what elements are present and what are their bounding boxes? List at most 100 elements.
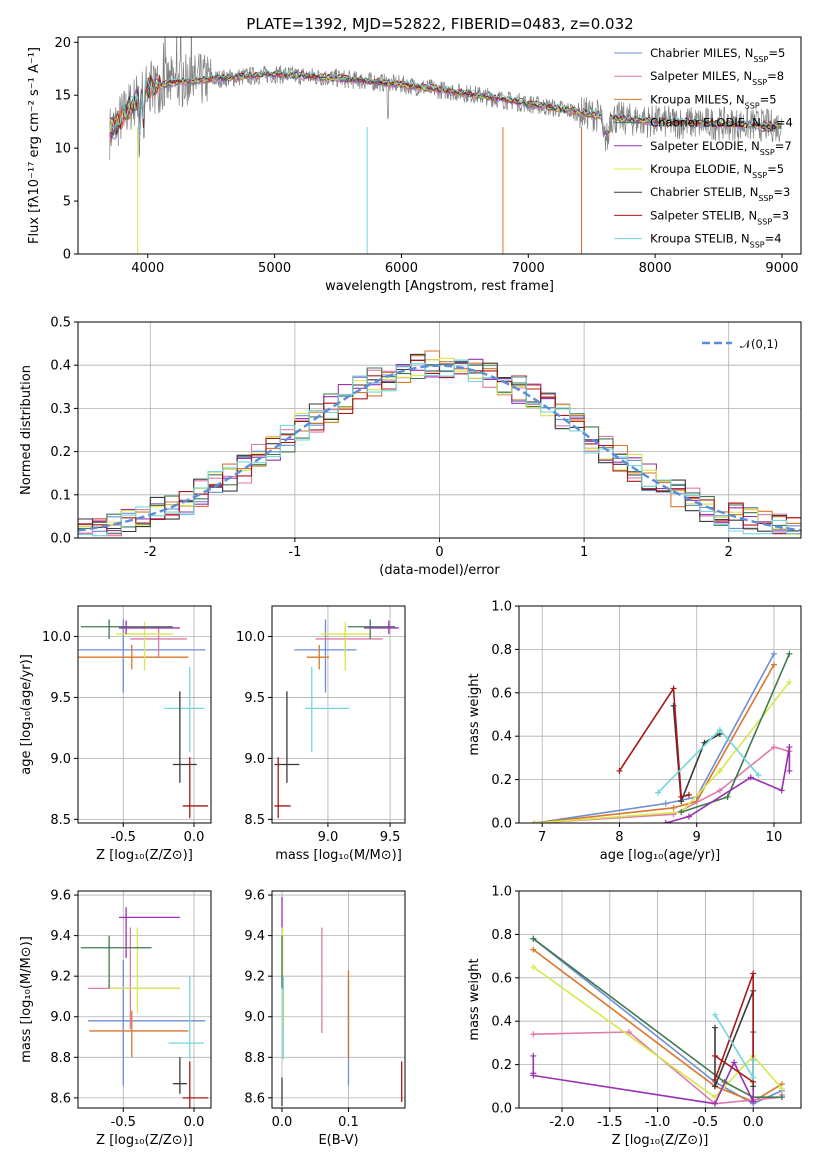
residuals-xtick-label: 0	[435, 545, 443, 560]
weights-vs-z-xtick-label: -1.5	[597, 1115, 622, 1130]
spectrum-panel: 4000 5000 6000 7000 8000 9000 0 5 10 15 20 waveleng…	[27, 36, 802, 294]
spectrum-xtick-label: 9000	[765, 261, 798, 276]
ebv-vs-mass-plot-area	[281, 897, 403, 1106]
weights-vs-z-series-line	[532, 948, 783, 1103]
ebv-vs-mass-ytick-label: 8.6	[244, 1091, 265, 1106]
weights-vs-age-xtick-label: 8	[615, 830, 623, 845]
weights-vs-z-ytick-label: 0.6	[491, 971, 512, 986]
z-vs-age-plot-area	[78, 619, 209, 819]
spectrum-legend-label: Chabrier STELIB, NSSP=3	[650, 185, 790, 203]
residuals-ytick-label: 0.2	[50, 445, 71, 460]
residuals-xlabel: (data-model)/error	[379, 563, 500, 578]
residuals-ytick-label: 0.1	[50, 488, 71, 503]
ebv-vs-mass-ytick-label: 9.4	[244, 929, 265, 944]
weights-vs-age-ytick-label: 0.4	[491, 730, 512, 745]
z-vs-mass-ytick-label: 9.4	[50, 929, 71, 944]
z-vs-mass-panel: -0.5 0.0 8.6 8.8 9.0 9.2 9.4 9.6 Z [log₁₀(Z/Z⊙)]…	[19, 889, 212, 1148]
weights-vs-z-point-marker	[625, 1029, 632, 1036]
weights-vs-age-point-marker	[678, 809, 685, 816]
z-vs-age-ytick-label: 8.5	[50, 813, 71, 828]
weights-vs-z-point-marker	[711, 1011, 718, 1018]
residuals-histogram-step	[78, 353, 801, 533]
mass-vs-age-xtick-label: 9.0	[318, 830, 339, 845]
weights-vs-age-point-marker	[716, 726, 723, 733]
z-vs-age-xtick-label: -0.5	[111, 830, 136, 845]
residuals-histogram-step	[78, 357, 801, 535]
weights-vs-z-point-marker	[530, 935, 537, 942]
weights-vs-z-point-marker	[530, 1052, 537, 1059]
residuals-xtick-label: 1	[580, 545, 588, 560]
mass-vs-age-xtick-label: 9.5	[380, 830, 401, 845]
spectrum-model-line	[109, 69, 782, 134]
weights-vs-z-xtick-label: -2.0	[549, 1115, 574, 1130]
weights-vs-age-point-marker	[678, 793, 685, 800]
weights-vs-age-xtick-label: 10	[766, 830, 783, 845]
weights-vs-z-series-line	[532, 966, 783, 1099]
spectrum-legend-label: Salpeter STELIB, NSSP=3	[650, 208, 789, 226]
weights-vs-age-point-marker	[616, 767, 623, 774]
weights-vs-z-panel: -2.0 -1.5 -1.0 -0.5 0.0 0.0 0.2 0.4 0.6 0.8 1.0 Z […	[467, 885, 802, 1148]
z-vs-age-xtick-label: 0.0	[184, 830, 205, 845]
ebv-vs-mass-xtick-label: 0.1	[338, 1115, 359, 1130]
weights-vs-z-series-line	[532, 938, 782, 1098]
spectrum-ytick-label: 5	[63, 195, 71, 210]
z-vs-age-xlabel: Z [log₁₀(Z/Z⊙)]	[96, 848, 193, 863]
residuals-histogram-step	[78, 350, 801, 531]
weights-vs-age-frame	[518, 605, 802, 824]
weights-vs-z-frame	[518, 890, 802, 1109]
weights-vs-z-series-line	[714, 973, 754, 1084]
mass-vs-age-plot-area	[274, 619, 399, 819]
weights-vs-z-point-marker	[750, 970, 757, 977]
mass-vs-age-xlabel: mass [log₁₀(M/M⊙)]	[275, 848, 402, 863]
spectrum-ylabel: Flux [fλ10⁻¹⁷ erg cm⁻² s⁻¹ A⁻¹]	[27, 47, 42, 244]
residuals-plot-area	[78, 350, 801, 537]
residuals-ytick-label: 0.4	[50, 359, 71, 374]
weights-vs-age-point-marker	[531, 820, 538, 823]
spectrum-legend-label: Kroupa STELIB, NSSP=4	[650, 232, 781, 250]
weights-vs-z-ytick-label: 0.8	[491, 928, 512, 943]
residuals-xtick-label: 2	[725, 545, 733, 560]
weights-vs-z-point-marker	[750, 1057, 757, 1064]
weights-vs-age-point-marker	[670, 804, 677, 811]
weights-vs-z-point-marker	[750, 1098, 757, 1105]
z-vs-mass-ytick-label: 8.8	[50, 1051, 71, 1066]
residuals-ytick-label: 0.5	[50, 316, 71, 331]
spectrum-xtick-label: 5000	[258, 261, 291, 276]
mass-vs-age-ytick-label: 8.5	[244, 813, 265, 828]
z-vs-mass-xtick-label: -0.5	[111, 1115, 136, 1130]
z-vs-age-frame	[77, 605, 212, 824]
weights-vs-age-series-line	[534, 681, 791, 823]
weights-vs-z-point-marker	[530, 1031, 537, 1038]
ebv-vs-mass-ytick-label: 9.2	[244, 970, 265, 985]
weights-vs-age-ytick-label: 0.2	[491, 773, 512, 788]
z-vs-age-ytick-label: 9.0	[50, 752, 71, 767]
weights-vs-age-point-marker	[770, 661, 777, 668]
residuals-histogram-step	[78, 359, 801, 537]
ebv-vs-mass-ytick-label: 9.6	[244, 889, 265, 904]
weights-vs-z-point-marker	[731, 1059, 738, 1066]
spectrum-legend-label: Chabrier MILES, NSSP=5	[650, 46, 785, 64]
weights-vs-age-ytick-label: 1.0	[491, 600, 512, 615]
mass-vs-age-panel: 9.0 9.5 8.5 9.0 9.5 10.0 mass [log₁₀(M/M⊙)]	[236, 605, 406, 863]
figure-title: PLATE=1392, MJD=52822, FIBERID=0483, z=0…	[246, 15, 633, 33]
z-vs-mass-plot-area	[80, 907, 209, 1108]
weights-vs-z-point-marker	[530, 1072, 537, 1079]
weights-vs-age-plot-area	[531, 650, 793, 823]
weights-vs-z-point-marker	[530, 963, 537, 970]
z-vs-mass-ytick-label: 9.6	[50, 889, 71, 904]
weights-vs-z-point-marker	[750, 1074, 757, 1081]
weights-vs-age-point-marker	[716, 767, 723, 774]
spectrum-xtick-label: 7000	[512, 261, 545, 276]
weights-vs-age-point-marker	[786, 744, 793, 751]
weights-vs-age-point-marker	[770, 650, 777, 657]
weights-vs-age-xtick-label: 7	[538, 830, 546, 845]
weights-vs-age-point-marker	[770, 744, 777, 751]
ebv-vs-mass-ytick-label: 8.8	[244, 1051, 265, 1066]
weights-vs-age-point-marker	[747, 774, 754, 781]
residuals-histogram-step	[78, 359, 801, 535]
weights-vs-age-point-marker	[670, 685, 677, 692]
weights-vs-age-point-marker	[685, 813, 692, 820]
weights-vs-age-series-line	[618, 686, 690, 799]
weights-vs-z-ytick-label: 1.0	[491, 885, 512, 900]
ebv-vs-mass-ytick-label: 9.0	[244, 1010, 265, 1025]
